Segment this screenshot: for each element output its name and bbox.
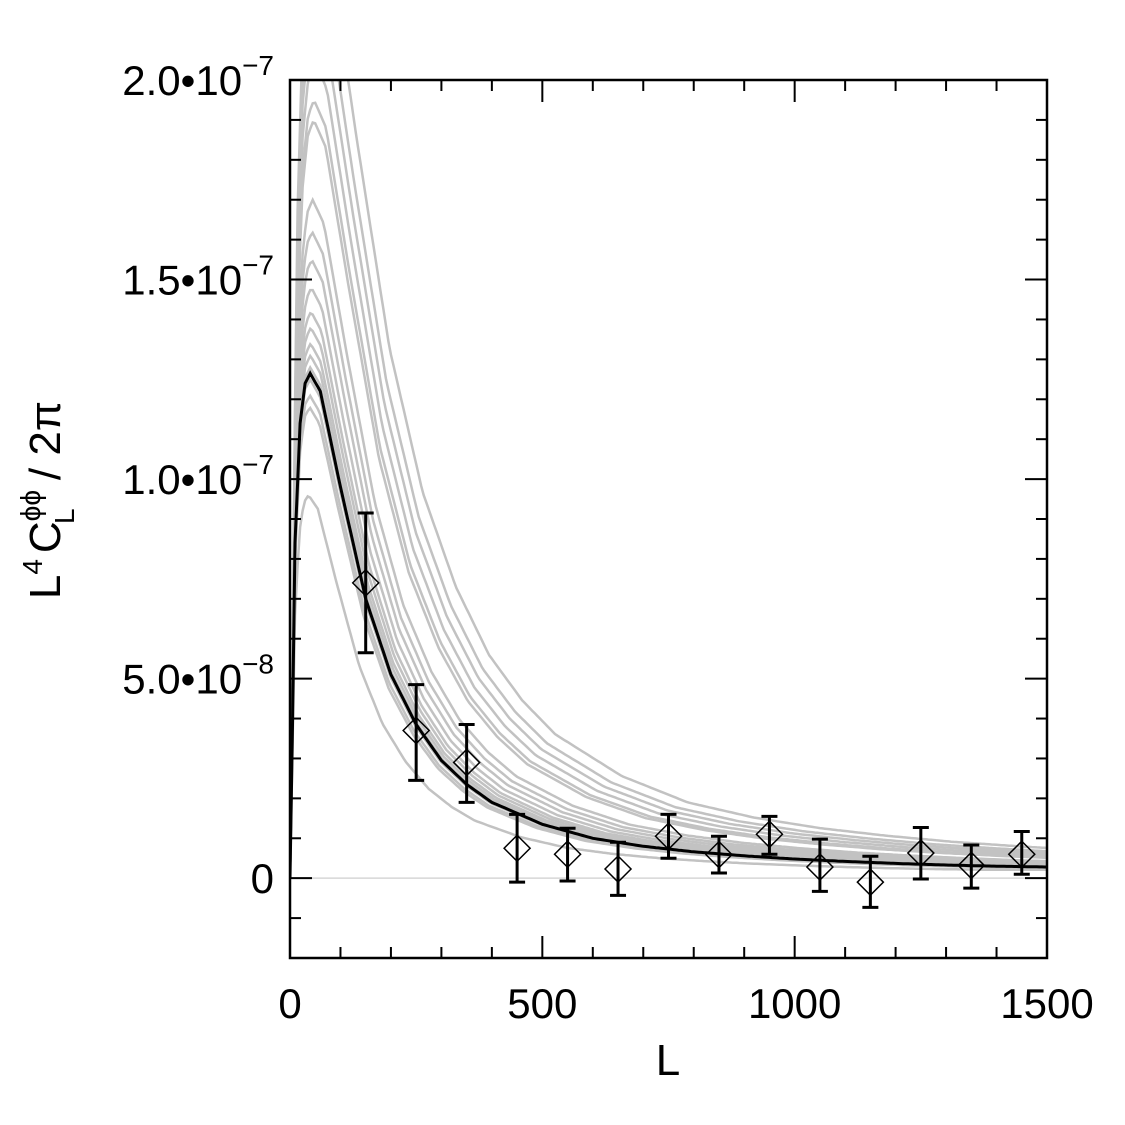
alternate-curve-14 <box>290 120 1047 879</box>
y-label-base: L <box>21 575 70 599</box>
diamond-marker <box>402 716 431 745</box>
x-tick-labels: 0 500 1000 1500 <box>278 980 1093 1027</box>
y-tick-mantissa: 5.0•10 <box>122 656 242 703</box>
diamond-marker <box>603 854 633 884</box>
data-point-9 <box>755 814 784 856</box>
alternate-curve-6 <box>290 353 1047 879</box>
y-tick-exponent: −7 <box>242 50 274 81</box>
data-point-12 <box>906 825 935 881</box>
axis-ticks-layer <box>289 79 1048 959</box>
diamond-marker <box>856 868 885 897</box>
diamond-marker <box>654 822 683 851</box>
data-point-13 <box>957 843 986 890</box>
alternate-curves-layer <box>290 80 1047 879</box>
y-axis-label: L4Cϕϕ L / 2π <box>15 401 80 599</box>
y-tick-exponent: −7 <box>242 449 274 480</box>
data-points-layer <box>351 511 1036 909</box>
diamond-marker <box>755 820 784 849</box>
data-point-8 <box>704 834 734 875</box>
x-axis-label: L <box>656 1036 680 1085</box>
alternate-curve-10 <box>290 288 1047 879</box>
diamond-marker <box>906 838 935 868</box>
y-label-subscript: L <box>49 508 80 524</box>
y-label-symbol: C <box>21 521 70 553</box>
data-point-4 <box>503 812 532 884</box>
alternate-curve-7 <box>290 342 1047 879</box>
data-point-2 <box>402 683 431 782</box>
y-tick-label: 2.0•10−7 <box>122 50 274 104</box>
diamond-marker <box>805 852 834 882</box>
y-tick-mantissa: 1.5•10 <box>122 257 242 304</box>
alternate-curve-19 <box>290 80 1047 879</box>
diamond-marker <box>553 840 582 869</box>
y-label-suffix: / 2π <box>21 401 70 493</box>
y-label-power: 4 <box>17 559 48 575</box>
data-point-3 <box>452 723 481 804</box>
data-point-11 <box>856 854 885 909</box>
diamond-marker <box>503 834 532 863</box>
data-point-7 <box>654 812 683 860</box>
y-tick-mantissa: 0 <box>251 855 274 902</box>
y-tick-label: 5.0•10−8 <box>122 649 274 703</box>
data-point-6 <box>603 840 633 897</box>
diamond-marker <box>452 748 481 777</box>
diamond-marker <box>351 568 380 597</box>
alternate-curve-11 <box>290 259 1047 879</box>
diamond-marker <box>1007 840 1036 869</box>
y-tick-label: 1.0•10−7 <box>122 449 274 503</box>
x-tick-label: 1000 <box>748 980 841 1027</box>
y-tick-mantissa: 1.0•10 <box>122 456 242 503</box>
alternate-curve-18 <box>290 80 1047 879</box>
x-tick-label: 1500 <box>1000 980 1093 1027</box>
y-tick-label: 0 <box>251 855 274 902</box>
y-label-superscript: ϕϕ <box>15 490 46 521</box>
y-tick-labels: 05.0•10−81.0•10−71.5•10−72.0•10−7 <box>122 50 274 902</box>
y-tick-mantissa: 2.0•10 <box>122 57 242 104</box>
data-point-1 <box>351 511 380 655</box>
data-point-14 <box>1007 829 1036 876</box>
data-point-10 <box>805 837 834 893</box>
y-tick-exponent: −8 <box>242 649 274 680</box>
x-tick-label: 0 <box>278 980 301 1027</box>
alternate-curve-15 <box>290 101 1047 879</box>
data-point-5 <box>553 826 582 883</box>
x-tick-label: 500 <box>507 980 577 1027</box>
y-tick-label: 1.5•10−7 <box>122 250 274 304</box>
diamond-marker <box>957 851 986 880</box>
diamond-marker <box>704 840 734 869</box>
y-tick-exponent: −7 <box>242 250 274 281</box>
alternate-curve-16 <box>290 80 1047 879</box>
